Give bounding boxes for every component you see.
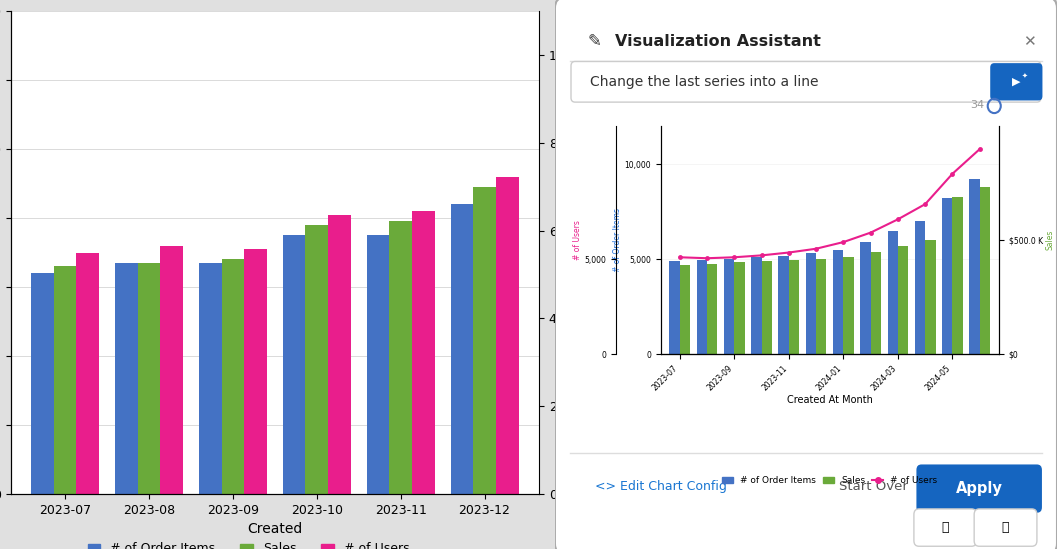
Bar: [925, 240, 935, 354]
Bar: [915, 221, 925, 354]
Bar: [724, 259, 735, 354]
Bar: [761, 261, 772, 354]
Bar: [952, 197, 963, 354]
Bar: [137, 263, 161, 494]
Bar: [735, 262, 744, 354]
Bar: [833, 250, 843, 354]
Bar: [222, 260, 244, 494]
Bar: [496, 177, 519, 494]
Bar: [969, 180, 980, 354]
Text: Apply: Apply: [956, 481, 1003, 496]
Legend: # of Order Items, Sales, # of Users: # of Order Items, Sales, # of Users: [719, 473, 941, 489]
X-axis label: Created: Created: [247, 523, 302, 536]
Bar: [54, 266, 76, 494]
Bar: [389, 221, 412, 494]
Y-axis label: # of Users: # of Users: [573, 220, 581, 260]
Bar: [412, 211, 434, 494]
Bar: [707, 264, 718, 354]
Legend: # of Order Items, Sales, # of Users: # of Order Items, Sales, # of Users: [82, 537, 414, 549]
Bar: [942, 198, 952, 354]
Bar: [115, 263, 137, 494]
Bar: [888, 231, 898, 354]
Bar: [669, 261, 680, 354]
Bar: [31, 273, 54, 494]
Bar: [199, 263, 222, 494]
Bar: [680, 265, 690, 354]
Bar: [76, 253, 99, 494]
Bar: [244, 249, 266, 494]
Y-axis label: # of Order Items: # of Order Items: [599, 194, 614, 311]
Bar: [980, 187, 990, 354]
Text: ✕: ✕: [1023, 33, 1036, 49]
Bar: [305, 225, 328, 494]
Bar: [283, 236, 305, 494]
X-axis label: Created At Month: Created At Month: [786, 395, 873, 405]
Bar: [367, 236, 389, 494]
Text: 34: 34: [970, 100, 984, 110]
FancyBboxPatch shape: [571, 61, 1041, 102]
Bar: [816, 259, 827, 354]
Text: ✎: ✎: [588, 32, 601, 50]
FancyBboxPatch shape: [990, 63, 1042, 100]
Bar: [843, 257, 854, 354]
Bar: [752, 257, 761, 354]
Text: 👎: 👎: [1002, 521, 1009, 534]
Text: ✦: ✦: [1021, 72, 1027, 78]
Bar: [697, 260, 707, 354]
Y-axis label: Sales: Sales: [1045, 230, 1055, 250]
Bar: [450, 204, 474, 494]
Bar: [860, 242, 871, 354]
Text: <> Edit Chart Config: <> Edit Chart Config: [595, 480, 727, 494]
Bar: [898, 246, 908, 354]
Text: 👍: 👍: [942, 521, 949, 534]
Y-axis label: # of Order Items: # of Order Items: [612, 208, 622, 272]
Bar: [474, 187, 496, 494]
Text: Change the last series into a line: Change the last series into a line: [590, 75, 818, 89]
Bar: [789, 260, 799, 354]
FancyBboxPatch shape: [916, 464, 1042, 513]
FancyBboxPatch shape: [555, 0, 1057, 549]
Text: Visualization Assistant: Visualization Assistant: [615, 33, 821, 49]
Text: ▶: ▶: [1013, 77, 1021, 87]
Bar: [161, 245, 183, 494]
Text: Start Over: Start Over: [839, 480, 908, 494]
FancyBboxPatch shape: [914, 509, 977, 546]
Bar: [805, 254, 816, 354]
Bar: [871, 251, 882, 354]
Bar: [778, 256, 789, 354]
Bar: [328, 215, 351, 494]
FancyBboxPatch shape: [975, 509, 1037, 546]
